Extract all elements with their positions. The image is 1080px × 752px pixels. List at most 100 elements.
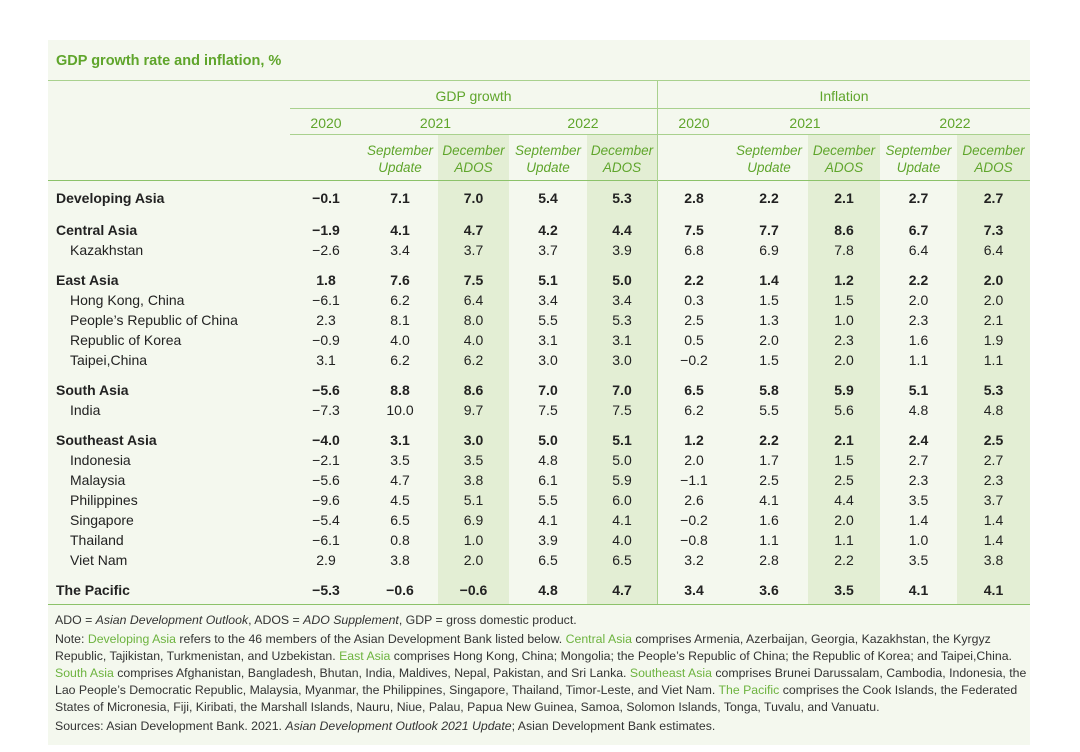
cell-value: 1.5 [759, 352, 779, 368]
country-name: Hong Kong, China [70, 292, 185, 308]
country-name: People’s Republic of China [70, 312, 238, 328]
cell-value: −6.1 [312, 292, 340, 308]
cell-value: 6.4 [908, 242, 929, 258]
column-label: Update [896, 160, 941, 175]
cell-value: −4.0 [312, 432, 340, 448]
cell-value: 3.0 [612, 352, 632, 368]
cell-value: 2.7 [908, 452, 929, 468]
year-label: 2021 [789, 115, 821, 131]
cell-value: −1.1 [680, 472, 708, 488]
cell-value: 3.4 [538, 292, 558, 308]
note-text: comprises Afghanistan, Bangladesh, Bhuta… [113, 666, 630, 680]
cell-value: 6.9 [759, 242, 779, 258]
cell-value: 7.3 [983, 222, 1004, 238]
cell-value: 1.0 [463, 532, 484, 548]
cell-value: 2.2 [759, 190, 779, 206]
cell-value: 7.0 [612, 382, 632, 398]
cell-value: 4.1 [612, 512, 632, 528]
cell-value: 7.7 [759, 222, 779, 238]
year-label: 2020 [678, 115, 710, 131]
cell-value: 8.6 [834, 222, 854, 238]
cell-value: −0.9 [312, 332, 340, 348]
cell-value: 3.5 [908, 492, 929, 508]
note-text: comprises Armenia, Azerbaijan, Georgia, … [55, 632, 991, 663]
country-name: Philippines [70, 492, 138, 508]
cell-value: 1.9 [983, 332, 1004, 348]
year-label: 2022 [939, 115, 971, 131]
country-name: Kazakhstan [70, 242, 144, 258]
cell-value: 7.0 [538, 382, 558, 398]
cell-value: 5.4 [538, 190, 558, 206]
country-name: Thailand [70, 532, 124, 548]
cell-value: 6.5 [390, 512, 410, 528]
cell-value: 2.5 [684, 312, 704, 328]
cell-value: 4.2 [538, 222, 558, 238]
rule [48, 80, 1030, 81]
cell-value: 7.5 [684, 222, 704, 238]
cell-value: 1.4 [759, 272, 779, 288]
note-text: ADO Supplement [303, 613, 399, 627]
cell-value: 1.5 [834, 292, 854, 308]
note-text: comprises the Cook Islands, the Federate… [55, 683, 1018, 714]
cell-value: 1.5 [834, 452, 854, 468]
cell-value: 2.8 [759, 552, 779, 568]
note-text: Asian Development Outlook [95, 613, 249, 627]
cell-value: −5.6 [312, 472, 340, 488]
cell-value: 2.0 [684, 452, 704, 468]
cell-value: 2.3 [316, 312, 336, 328]
cell-value: 5.6 [834, 402, 854, 418]
cell-value: −5.3 [312, 582, 340, 598]
cell-value: 3.1 [316, 352, 336, 368]
note-term: Central Asia [565, 632, 632, 646]
cell-value: 3.7 [463, 242, 484, 258]
cell-value: 8.6 [463, 382, 484, 398]
cell-value: 5.3 [612, 312, 632, 328]
cell-value: 8.1 [390, 312, 410, 328]
country-name: Viet Nam [70, 552, 128, 568]
cell-value: −7.3 [312, 402, 340, 418]
cell-value: 5.0 [612, 272, 632, 288]
cell-value: 5.9 [834, 382, 854, 398]
cell-value: 0.8 [390, 532, 410, 548]
note-text: , GDP = gross domestic product. [398, 613, 577, 627]
cell-value: 10.0 [386, 402, 414, 418]
cell-value: 2.0 [759, 332, 779, 348]
cell-value: 3.6 [759, 582, 779, 598]
cell-value: 5.1 [612, 432, 632, 448]
cell-value: 3.1 [538, 332, 558, 348]
cell-value: 2.0 [983, 272, 1004, 288]
country-name: Republic of Korea [70, 332, 182, 348]
cell-value: 8.0 [463, 312, 484, 328]
cell-value: 8.8 [390, 382, 410, 398]
column-label: December [590, 143, 654, 158]
year-label: 2020 [310, 115, 342, 131]
country-name: Indonesia [70, 452, 131, 468]
note-text: comprises Hong Kong, China; Mongolia; th… [390, 649, 1012, 663]
cell-value: 2.2 [684, 272, 704, 288]
cell-value: −9.6 [312, 492, 340, 508]
cell-value: −2.1 [312, 452, 340, 468]
cell-value: 2.5 [759, 472, 779, 488]
cell-value: 2.7 [908, 190, 929, 206]
cell-value: 3.0 [538, 352, 558, 368]
cell-value: 2.5 [834, 472, 854, 488]
cell-value: 4.8 [983, 402, 1004, 418]
cell-value: 4.8 [538, 582, 558, 598]
cell-value: 1.4 [908, 512, 929, 528]
cell-value: 6.5 [684, 382, 704, 398]
note: Note: Developing Asia refers to the 46 m… [55, 631, 1030, 716]
cell-value: 5.3 [983, 382, 1004, 398]
cell-value: 2.2 [908, 272, 929, 288]
rule [48, 180, 1030, 181]
year-label: 2022 [567, 115, 599, 131]
cell-value: −0.6 [386, 582, 414, 598]
column-label: Update [378, 160, 422, 175]
cell-value: 3.2 [684, 552, 704, 568]
cell-value: 6.2 [390, 292, 410, 308]
cell-value: 1.0 [908, 532, 929, 548]
cell-value: 2.6 [684, 492, 704, 508]
cell-value: 7.6 [390, 272, 410, 288]
region-name: Central Asia [56, 222, 138, 238]
region-name: Developing Asia [56, 190, 165, 206]
cell-value: 3.0 [463, 432, 484, 448]
